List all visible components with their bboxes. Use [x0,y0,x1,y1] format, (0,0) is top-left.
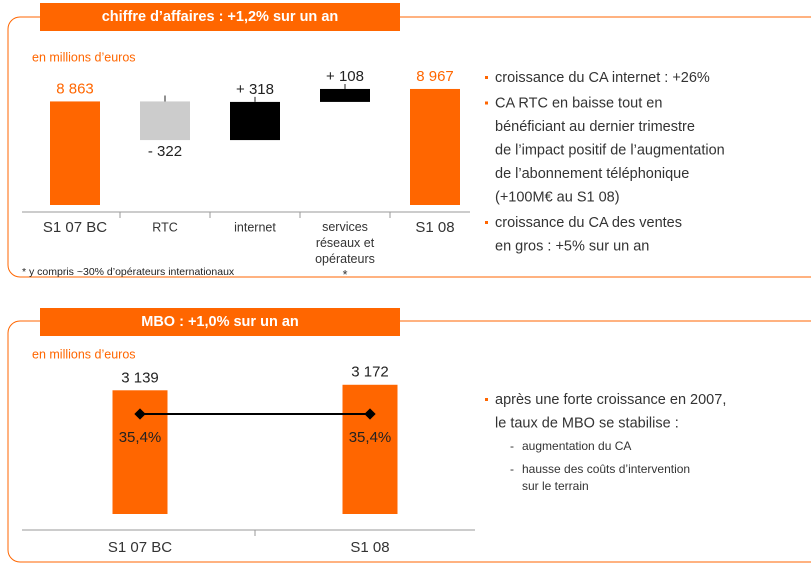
sub-bullet-text: augmentation du CA [522,439,631,453]
bullet-text: croissance du CA des ventes [495,215,682,231]
category-label: S1 08 [415,219,454,236]
line-marker [364,408,376,420]
line-value-label: 35,4% [349,429,392,446]
sub-bullet-text: hausse des coûts d’intervention [522,462,690,476]
unit-label: en millions d’euros [32,50,136,64]
sub-bullet-marker: - [510,439,514,453]
bar [320,88,370,102]
bullet-marker [485,101,488,105]
bar [342,384,398,514]
sub-bullet-marker: - [510,462,514,476]
bullet-text: en gros : +5% sur un an [495,238,649,254]
bullet-text: de l’abonnement téléphonique [495,166,689,182]
bullet-text: le taux de MBO se stabilise : [495,415,679,431]
sub-bullet-text: sur le terrain [522,479,589,493]
bullet-text: bénéficiant au dernier trimestre [495,119,695,135]
panel-title: chiffre d’affaires : +1,2% sur un an [102,9,339,25]
value-label: 8 967 [416,68,454,85]
value-label: + 318 [236,81,274,98]
bullet-text: croissance du CA internet : +26% [495,70,710,86]
bar [410,88,460,205]
category-label: RTC [152,220,177,234]
bullet-marker [485,76,488,79]
bullet-marker [485,398,488,401]
bar [140,101,190,141]
category-label: S1 07 BC [43,219,107,236]
category-label: S1 08 [350,539,389,556]
value-label: 8 863 [56,80,94,97]
footnote: * y compris ~30% d’opérateurs internatio… [22,266,235,278]
bullet-text: CA RTC en baisse tout en [495,95,662,111]
value-label: + 108 [326,68,364,85]
bar [50,101,100,205]
bullet-text: après une forte croissance en 2007, [495,392,726,408]
category-label: S1 07 BC [108,539,172,556]
unit-label: en millions d’euros [32,347,136,361]
panel-title: MBO : +1,0% sur un an [141,314,299,330]
bullet-text: de l’impact positif de l’augmentation [495,142,725,158]
bar [230,101,280,141]
panel-header [40,308,400,336]
category-label: services réseaux et opérateurs * [315,220,375,282]
panel-header [40,3,400,31]
line-marker [134,408,146,420]
line-value-label: 35,4% [119,429,162,446]
value-label: - 322 [148,143,182,160]
category-label: internet [234,220,276,234]
bullet-marker [485,221,488,224]
bullet-text: (+100M€ au S1 08) [495,189,620,205]
value-label: 3 172 [351,364,389,381]
value-label: 3 139 [121,369,159,386]
panel-border [7,320,811,563]
panel-border [7,16,811,278]
